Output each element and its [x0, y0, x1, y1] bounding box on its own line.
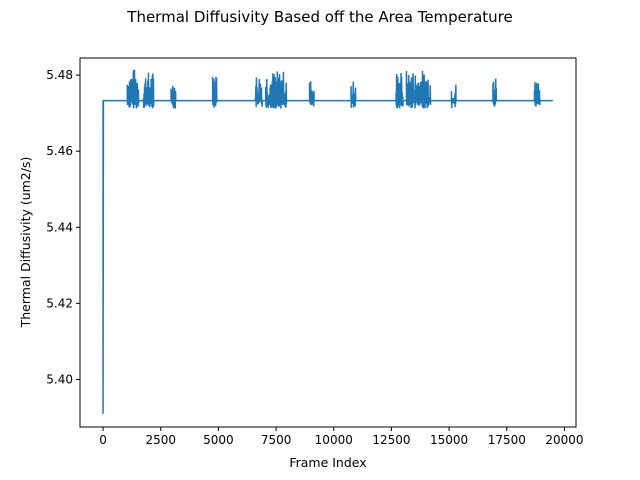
- y-axis-label: Thermal Diffusivity (um2/s): [18, 157, 33, 329]
- y-tick-label: 5.44: [46, 220, 73, 234]
- y-tick-label: 5.46: [46, 144, 73, 158]
- y-tick-label: 5.40: [46, 372, 73, 386]
- x-tick-label: 0: [99, 433, 107, 447]
- y-tick-label: 5.48: [46, 68, 73, 82]
- x-tick-label: 20000: [545, 433, 583, 447]
- axes-frame: [79, 57, 577, 428]
- x-tick-label: 10000: [315, 433, 353, 447]
- x-tick-label: 15000: [430, 433, 468, 447]
- x-tick-label: 5000: [203, 433, 234, 447]
- x-tick-label: 12500: [372, 433, 410, 447]
- plot-area: [102, 69, 553, 414]
- x-axis-label: Frame Index: [289, 455, 366, 470]
- y-tick-label: 5.42: [46, 296, 73, 310]
- chart-title: Thermal Diffusivity Based off the Area T…: [126, 8, 512, 26]
- x-tick-label: 7500: [261, 433, 292, 447]
- x-tick-label: 17500: [488, 433, 526, 447]
- series-line: [102, 69, 553, 414]
- axis-ticks: 0 2500 5000 7500 10000 12500 15000 17500 20000 5.…: [46, 68, 583, 447]
- x-tick-label: 2500: [145, 433, 176, 447]
